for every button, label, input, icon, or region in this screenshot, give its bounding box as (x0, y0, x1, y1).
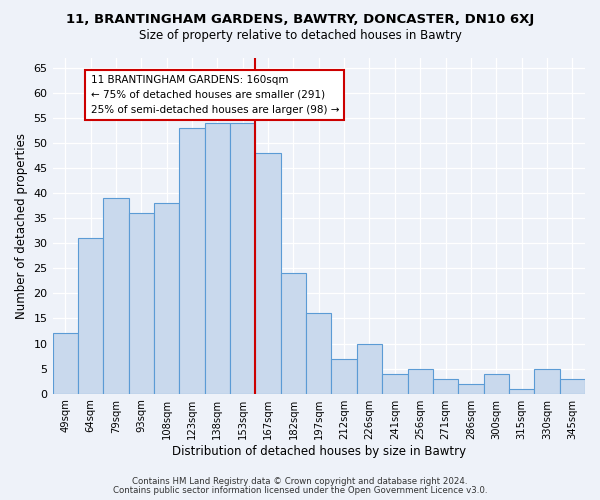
Bar (357, 344, 382, 394)
Bar (53, 334, 78, 394)
Bar (382, 374, 407, 394)
Y-axis label: Number of detached properties: Number of detached properties (15, 132, 28, 318)
Text: 11, BRANTINGHAM GARDENS, BAWTRY, DONCASTER, DN10 6XJ: 11, BRANTINGHAM GARDENS, BAWTRY, DONCAST… (66, 12, 534, 26)
Text: Contains public sector information licensed under the Open Government Licence v3: Contains public sector information licen… (113, 486, 487, 495)
Bar (256, 153, 281, 394)
Bar (205, 122, 230, 394)
Bar (433, 378, 458, 394)
Text: Size of property relative to detached houses in Bawtry: Size of property relative to detached ho… (139, 29, 461, 42)
Bar (128, 213, 154, 394)
Text: Contains HM Land Registry data © Crown copyright and database right 2024.: Contains HM Land Registry data © Crown c… (132, 477, 468, 486)
Bar (103, 198, 128, 394)
Bar (509, 388, 534, 394)
Bar (484, 374, 509, 394)
Bar (154, 203, 179, 394)
Bar (458, 384, 484, 394)
Bar (306, 314, 331, 394)
Bar (534, 368, 560, 394)
Bar (281, 274, 306, 394)
X-axis label: Distribution of detached houses by size in Bawtry: Distribution of detached houses by size … (172, 444, 466, 458)
Text: 11 BRANTINGHAM GARDENS: 160sqm
← 75% of detached houses are smaller (291)
25% of: 11 BRANTINGHAM GARDENS: 160sqm ← 75% of … (91, 75, 339, 114)
Bar (331, 358, 357, 394)
Bar (179, 128, 205, 394)
Bar (560, 378, 585, 394)
Bar (230, 122, 256, 394)
Bar (407, 368, 433, 394)
Bar (78, 238, 103, 394)
